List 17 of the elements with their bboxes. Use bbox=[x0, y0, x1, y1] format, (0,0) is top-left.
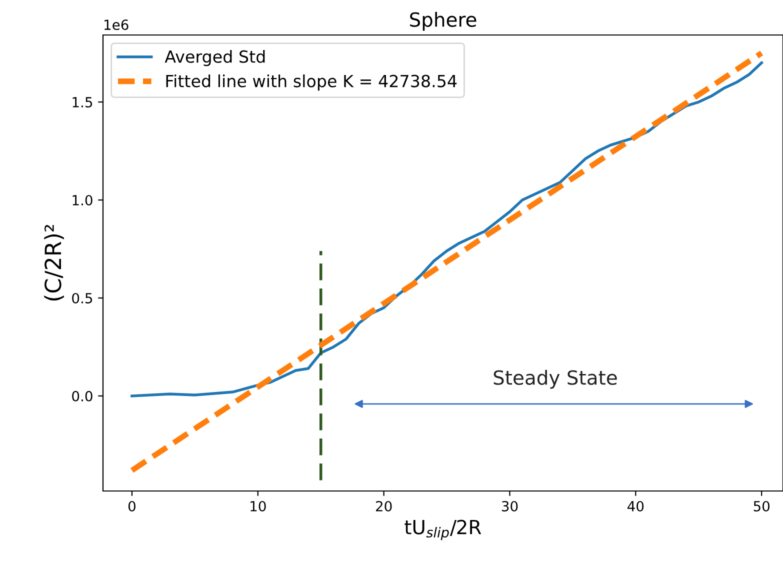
legend-label: Averged Std bbox=[164, 50, 265, 66]
y-tick-label: 0.5 bbox=[72, 292, 92, 304]
x-axis-title: tU$_{slip}$/2R bbox=[404, 520, 482, 540]
y-tick-label: 1.5 bbox=[72, 97, 92, 108]
y-tick-label: 1.0 bbox=[72, 194, 92, 206]
text: 1e6 bbox=[104, 20, 128, 30]
legend-label: Fitted line with slope K = 42738.54 bbox=[166, 74, 457, 91]
x-tick-label: 0 bbox=[128, 500, 136, 512]
x-tick-label: 20 bbox=[376, 500, 392, 512]
x-tick-label: 10 bbox=[250, 500, 266, 512]
y-axis-title: (C/2R)² bbox=[44, 224, 64, 301]
y-tick-label: 0.0 bbox=[72, 390, 92, 402]
chart-title: Sphere bbox=[410, 12, 476, 31]
x-tick-label: 50 bbox=[754, 500, 770, 512]
annotation: Steady State bbox=[494, 370, 617, 389]
x-tick-label: 40 bbox=[628, 500, 644, 512]
x-tick-label: 30 bbox=[502, 500, 518, 512]
